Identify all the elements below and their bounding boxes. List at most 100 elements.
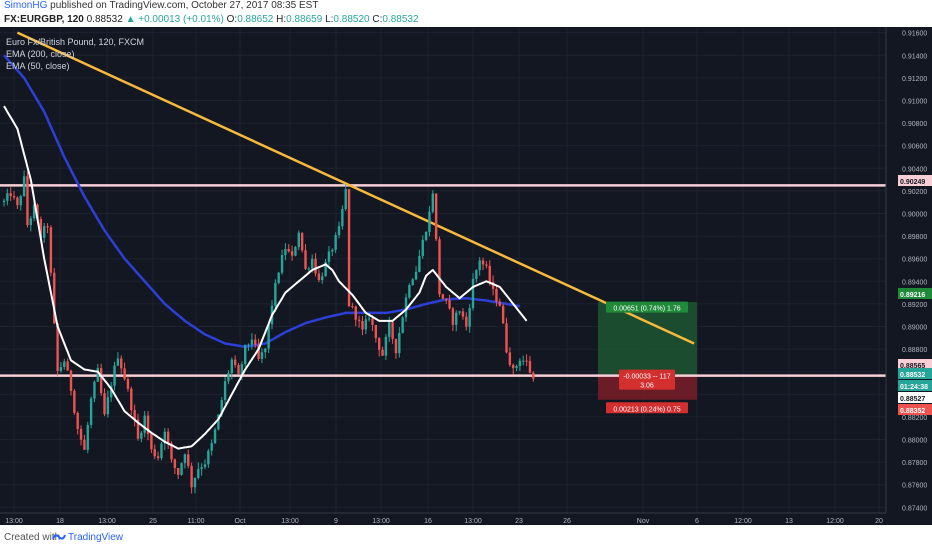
candle-body — [156, 456, 160, 459]
candle-body — [522, 360, 525, 362]
symbol-ohlc-bar: FX:EURGBP, 120 0.88532 ▲ +0.00013 (+0.01… — [0, 14, 932, 27]
price-label-text: 01:24:38 — [900, 384, 928, 391]
candle-body — [150, 433, 153, 450]
trendline — [16, 31, 695, 345]
candle-body — [394, 338, 398, 354]
candle-body — [354, 306, 357, 320]
time-tick-label: 6 — [695, 518, 699, 525]
candle-body — [361, 320, 364, 330]
candle-body — [388, 322, 391, 337]
price-axis-bg — [886, 27, 932, 525]
symbol-label[interactable]: FX:EURGBP, 120 — [4, 14, 84, 25]
candle-body — [6, 193, 9, 201]
price-label-text: 0.88352 — [900, 408, 925, 415]
candle-body — [267, 324, 270, 349]
price-label: 01:24:38 — [898, 380, 932, 391]
price-label: 0.88527 — [898, 392, 932, 403]
candle-body — [26, 176, 29, 226]
candle-body — [19, 196, 22, 206]
candle-body — [495, 288, 498, 302]
candle-body — [93, 381, 96, 399]
candle-body — [525, 360, 528, 362]
candle-body — [66, 361, 69, 371]
tradingview-logo-icon — [52, 534, 66, 540]
current-pnl-label-box — [619, 369, 675, 390]
candle-body — [99, 368, 103, 394]
target-label: 0.00651 (0.74%) 1.76 — [606, 301, 688, 313]
candle-body — [56, 323, 59, 371]
candle-body — [498, 301, 501, 306]
candle-body — [324, 261, 327, 277]
candle-body — [485, 264, 488, 266]
candle-body — [321, 276, 324, 281]
trendline-layer[interactable] — [16, 31, 695, 345]
candle-body — [16, 197, 19, 206]
candle-body — [465, 316, 468, 327]
candle-body — [314, 258, 317, 274]
time-axis[interactable]: 13:00 18 13:00 25 11:00 Oct 13:00 9 13:00 16 13:00… — [0, 512, 886, 525]
candle-body — [341, 208, 344, 227]
close-label: C: — [372, 14, 383, 25]
time-tick-label: Oct — [235, 518, 246, 525]
candle-body — [277, 272, 280, 283]
current-pnl-label-text: 3.06 — [640, 383, 654, 390]
candle-body — [481, 260, 485, 265]
stop-label-box — [606, 402, 688, 414]
candle-body — [237, 364, 240, 374]
published-text: published on TradingView.com, October 27… — [50, 0, 319, 11]
candle-body — [130, 388, 133, 411]
legend: Euro Fx/British Pound, 120, FXCM EMA (20… — [6, 37, 144, 71]
candle-body — [146, 415, 150, 434]
candle-body — [160, 443, 163, 459]
tradingview-brand[interactable]: TradingView — [68, 532, 124, 543]
price-axis[interactable]: 0.91600 0.91400 0.91200 0.91000 0.90800 0.906… — [885, 27, 932, 525]
chart-panel[interactable]: 0.00651 (0.74%) 1.76 -0.00033 -- 117 3.06 0… — [0, 27, 932, 525]
candle-body — [240, 364, 244, 374]
candle-body — [381, 349, 384, 356]
candle-body — [528, 360, 532, 373]
low-label: L: — [325, 14, 334, 25]
publish-info: SimonHG published on TradingView.com, Oc… — [0, 0, 932, 13]
candle-body — [508, 352, 512, 365]
candle-body — [532, 372, 535, 379]
candle-body — [378, 338, 381, 350]
time-tick-label: 13 — [785, 518, 793, 525]
candle-body — [307, 268, 311, 270]
candle-body — [414, 271, 418, 280]
time-tick-label: 13:00 — [5, 518, 23, 525]
candle-body — [190, 465, 193, 488]
open-value: 0.88652 — [237, 14, 274, 25]
candle-body — [83, 439, 86, 450]
candle-body — [468, 308, 471, 327]
candle-body — [173, 459, 177, 468]
candle-body — [488, 265, 491, 282]
price-label: 0.90249 — [898, 175, 932, 186]
candle-body — [96, 368, 99, 382]
candle-body — [475, 270, 478, 279]
candle-body — [357, 319, 361, 321]
candle-body — [344, 189, 347, 209]
candle-body — [46, 226, 49, 228]
candle-body — [300, 232, 304, 251]
candle-body — [227, 373, 230, 382]
candle-body — [418, 256, 421, 272]
candle-body — [384, 336, 388, 356]
candle-body — [197, 469, 200, 478]
open-label: O: — [226, 14, 238, 25]
candle-body — [287, 248, 290, 252]
price-tick-label: 0.89800 — [902, 234, 927, 241]
current-pnl-label-text: -0.00033 -- 117 — [623, 374, 670, 381]
price-label: 0.89216 — [898, 288, 932, 299]
price-tick-label: 0.88200 — [902, 415, 927, 422]
candle-body — [471, 278, 475, 309]
candle-body — [180, 463, 183, 475]
candle-body — [367, 318, 371, 320]
candle-body — [424, 232, 428, 240]
candle-body — [59, 366, 63, 371]
candle-body — [518, 360, 522, 367]
price-chart[interactable]: 0.00651 (0.74%) 1.76 -0.00033 -- 117 3.06 0… — [0, 27, 932, 525]
candle-body — [274, 282, 277, 306]
candle-body — [116, 358, 120, 366]
position-labels: 0.00651 (0.74%) 1.76 -0.00033 -- 117 3.06 0… — [606, 301, 688, 414]
author-link[interactable]: SimonHG — [4, 0, 48, 11]
